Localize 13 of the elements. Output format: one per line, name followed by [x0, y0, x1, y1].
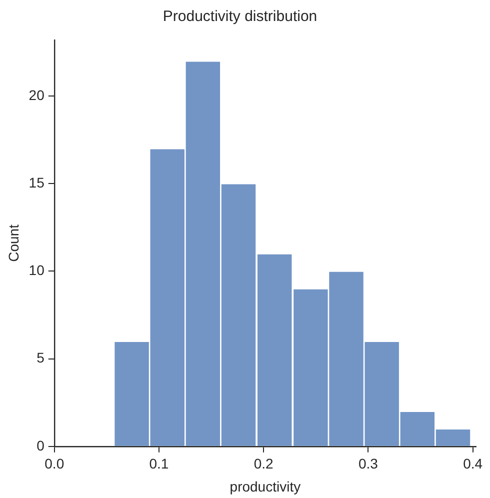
- y-tick-label: 10: [28, 262, 45, 278]
- x-tick-label: 0.0: [44, 456, 64, 472]
- y-tick-label: 0: [36, 437, 45, 454]
- x-axis-title: productivity: [230, 478, 301, 494]
- y-tick-label: 20: [28, 86, 45, 103]
- x-tick-label: 0.2: [254, 456, 274, 472]
- chart-title: Productivity distribution: [162, 8, 318, 26]
- y-tick-label: 15: [28, 174, 45, 190]
- x-tick-label: 0.3: [358, 456, 378, 472]
- y-tick-label: 5: [36, 350, 45, 366]
- x-tick-label: 0.1: [149, 456, 169, 472]
- x-tick-label: 0.4: [463, 456, 483, 472]
- y-axis-title: Count: [5, 224, 22, 262]
